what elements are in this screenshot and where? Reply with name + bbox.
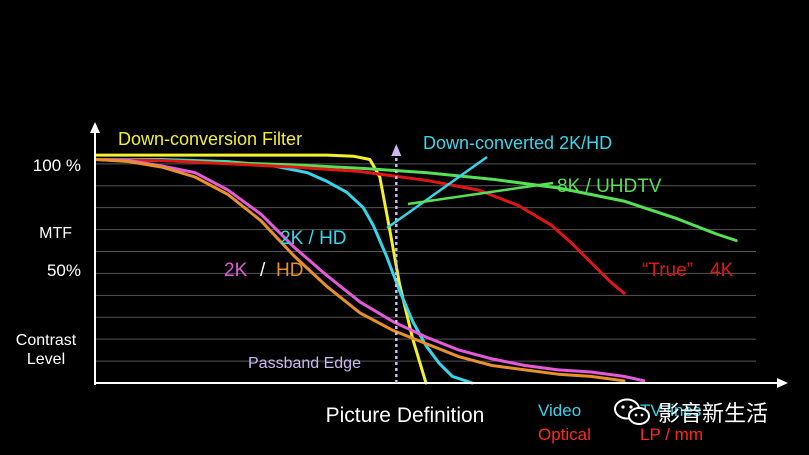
label-true-4k-number: 4K xyxy=(710,260,734,281)
axes xyxy=(90,122,788,388)
grid-lines xyxy=(96,163,756,362)
wechat-icon xyxy=(614,398,650,425)
label-8k-uhdtv: 8K / UHDTV xyxy=(557,176,662,197)
y-tick-100: 100 % xyxy=(33,156,81,175)
series-labels: Down-conversion Filter Down-converted 2K… xyxy=(118,129,734,281)
y-tick-mtf: MTF xyxy=(39,225,72,242)
unit-optical-label: Optical xyxy=(538,425,591,444)
y-axis-title-line-1: Contrast xyxy=(16,332,77,349)
series-line-4 xyxy=(94,158,646,383)
y-axis-title-line-2: Level xyxy=(27,351,65,368)
passband-edge: Passband Edge xyxy=(248,144,402,383)
label-true-4k-word: “True” xyxy=(642,260,693,281)
y-axis-labels: 100 % MTF 50% Contrast Level xyxy=(16,156,81,368)
y-axis-arrow-icon xyxy=(90,122,100,133)
unit-video-label: Video xyxy=(538,401,581,420)
x-axis-arrow-icon xyxy=(777,378,788,388)
x-axis-labels: Picture Definition Video Optical TV line… xyxy=(326,401,703,444)
down-converted-pointer xyxy=(386,155,488,230)
label-down-conversion-filter: Down-conversion Filter xyxy=(118,129,302,149)
label-2k-hd-video: 2K / HD xyxy=(280,228,347,249)
uhdtv-pointer xyxy=(407,181,554,206)
watermark-text: 影音新生活 xyxy=(658,402,769,427)
label-down-converted-2k-hd: Down-converted 2K/HD xyxy=(423,133,612,153)
label-2k: 2K xyxy=(224,260,248,281)
passband-edge-arrow-icon xyxy=(391,144,402,156)
passband-edge-label: Passband Edge xyxy=(248,355,361,372)
series-line-5 xyxy=(94,158,626,383)
unit-tv-lines-label: TV lines xyxy=(640,401,701,420)
annotation-pointers xyxy=(386,155,554,230)
y-tick-50: 50% xyxy=(47,261,81,280)
series-line-3 xyxy=(94,158,626,295)
unit-lp-mm-label: LP / mm xyxy=(640,425,703,444)
label-hd: HD xyxy=(276,260,303,281)
watermark: 影音新生活 xyxy=(612,396,768,428)
x-axis-title: Picture Definition xyxy=(326,404,485,427)
label-slash: / xyxy=(260,260,266,281)
